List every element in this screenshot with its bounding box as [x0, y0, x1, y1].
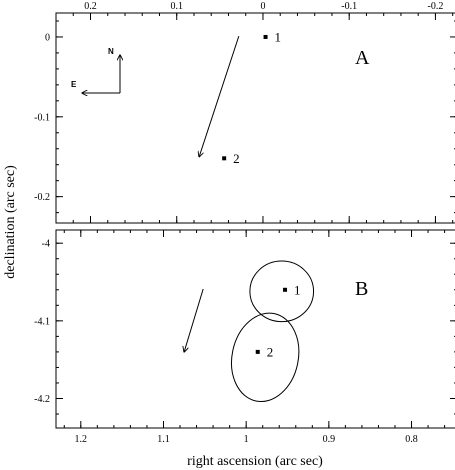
panel-b-ticks: 1.2 1.1 1 0.9 0.8 -4 -4.1 -4.2	[34, 230, 455, 445]
panel-a-ticks: 0.2 0.1 0 -0.1 -0.2 0 -0.1 -0.2	[34, 1, 455, 223]
panel-a-frame	[55, 12, 455, 224]
panel-a-x-tick-label: -0.1	[341, 1, 357, 12]
panel-b-frame	[55, 229, 455, 429]
panel-a-point-label-2: 2	[233, 151, 240, 166]
panel-b-point-1	[283, 287, 288, 292]
panel-b-point-label-2: 2	[267, 344, 274, 359]
panel-b-y-tick-label: -4.2	[34, 394, 50, 405]
panel-b-y-tick-label: -4.1	[34, 316, 50, 327]
panel-b-letter: B	[355, 278, 368, 300]
panel-b-y-tick-label: -4	[42, 239, 50, 250]
panel-a-letter: A	[355, 47, 370, 69]
panel-a-y-tick-label: -0.2	[34, 192, 50, 203]
panel-b-motion-arrow	[184, 288, 204, 352]
panel-a: 0.2 0.1 0 -0.1 -0.20-0.1-0.2 12 A N E	[34, 1, 455, 224]
y-axis-label: declination (arc sec)	[3, 165, 18, 279]
panel-a-point-2	[222, 156, 227, 161]
compass: N E	[71, 47, 120, 93]
panel-a-y-tick-label: -0.1	[34, 112, 50, 123]
panel-a-motion-arrow	[199, 35, 240, 157]
panel-b-point-2	[255, 349, 260, 354]
compass-east-label: E	[71, 80, 77, 89]
panel-b-x-tick-label: 0.9	[323, 434, 336, 445]
panel-b-marks: 12	[184, 260, 315, 403]
panel-a-point-1	[263, 34, 268, 39]
panel-b-error-ellipse-2	[231, 312, 300, 403]
panel-a-x-tick-label: 0.1	[170, 1, 183, 12]
panel-a-y-tick-label: 0	[45, 32, 50, 43]
panel-b-x-tick-label: 1.1	[157, 434, 170, 445]
x-axis-label: right ascension (arc sec)	[187, 454, 323, 469]
panel-b-x-tick-label: 0.8	[405, 434, 418, 445]
compass-north-label: N	[108, 47, 114, 56]
panel-b-x-tick-label: 1.2	[75, 434, 88, 445]
panel-b-error-ellipse-1	[249, 260, 315, 323]
panel-a-x-tick-label: -0.2	[428, 1, 444, 12]
panel-b-x-tick-label: 1	[244, 434, 249, 445]
panel-a-marks: 12	[199, 29, 282, 166]
panel-b-point-label-1: 1	[294, 282, 301, 297]
panel-a-x-tick-label: 0.2	[84, 1, 97, 12]
panel-a-point-label-1: 1	[275, 29, 282, 44]
panel-a-x-tick-label: 0	[260, 1, 265, 12]
panel-b: 1.2 1.1 1 0.9 0.8-4-4.1-4.2 12 B	[34, 229, 455, 445]
